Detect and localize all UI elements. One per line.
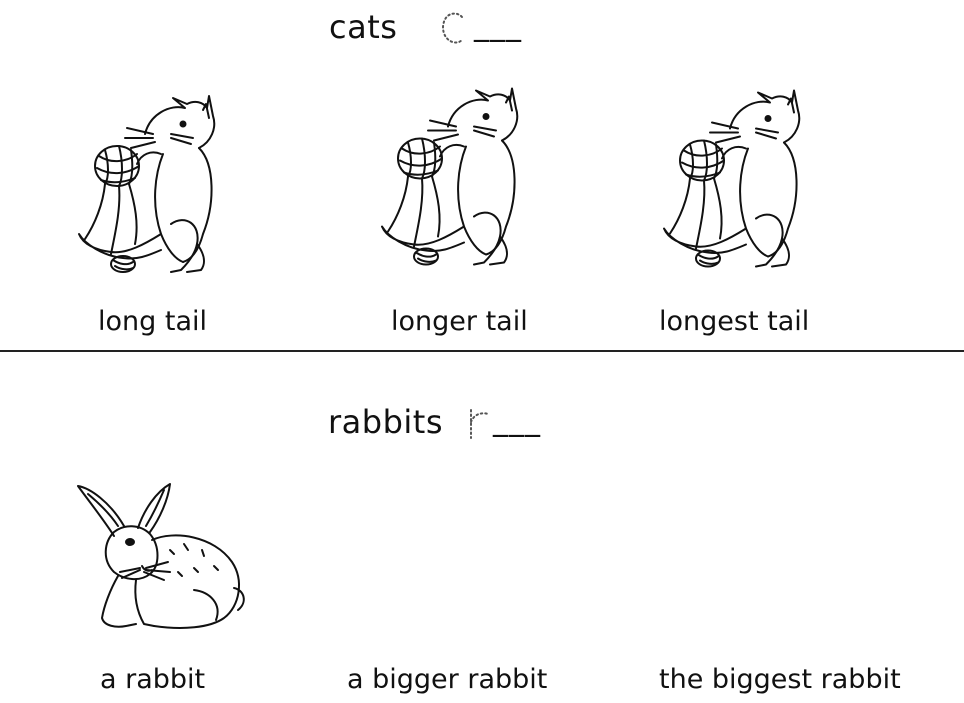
cat-drawing-1 bbox=[78, 95, 216, 273]
cats-answer-blank: ___ bbox=[474, 8, 522, 43]
rabbits-heading: rabbits bbox=[328, 403, 443, 441]
cat-drawing-3 bbox=[663, 89, 801, 268]
caption-longest-tail: longest tail bbox=[659, 306, 810, 337]
cats-heading: cats bbox=[329, 8, 398, 46]
caption-the-biggest-rabbit: the biggest rabbit bbox=[659, 664, 901, 695]
section-divider bbox=[0, 350, 964, 352]
dotted-c-tracing bbox=[441, 12, 463, 44]
cat-drawing-2 bbox=[381, 87, 519, 266]
caption-a-rabbit: a rabbit bbox=[100, 664, 206, 695]
rabbit-drawing bbox=[77, 483, 245, 629]
caption-a-bigger-rabbit: a bigger rabbit bbox=[347, 664, 548, 695]
rabbits-answer-blank: ___ bbox=[493, 403, 541, 438]
dotted-r-tracing bbox=[470, 409, 489, 439]
caption-long-tail: long tail bbox=[98, 306, 207, 337]
caption-longer-tail: longer tail bbox=[391, 306, 528, 337]
